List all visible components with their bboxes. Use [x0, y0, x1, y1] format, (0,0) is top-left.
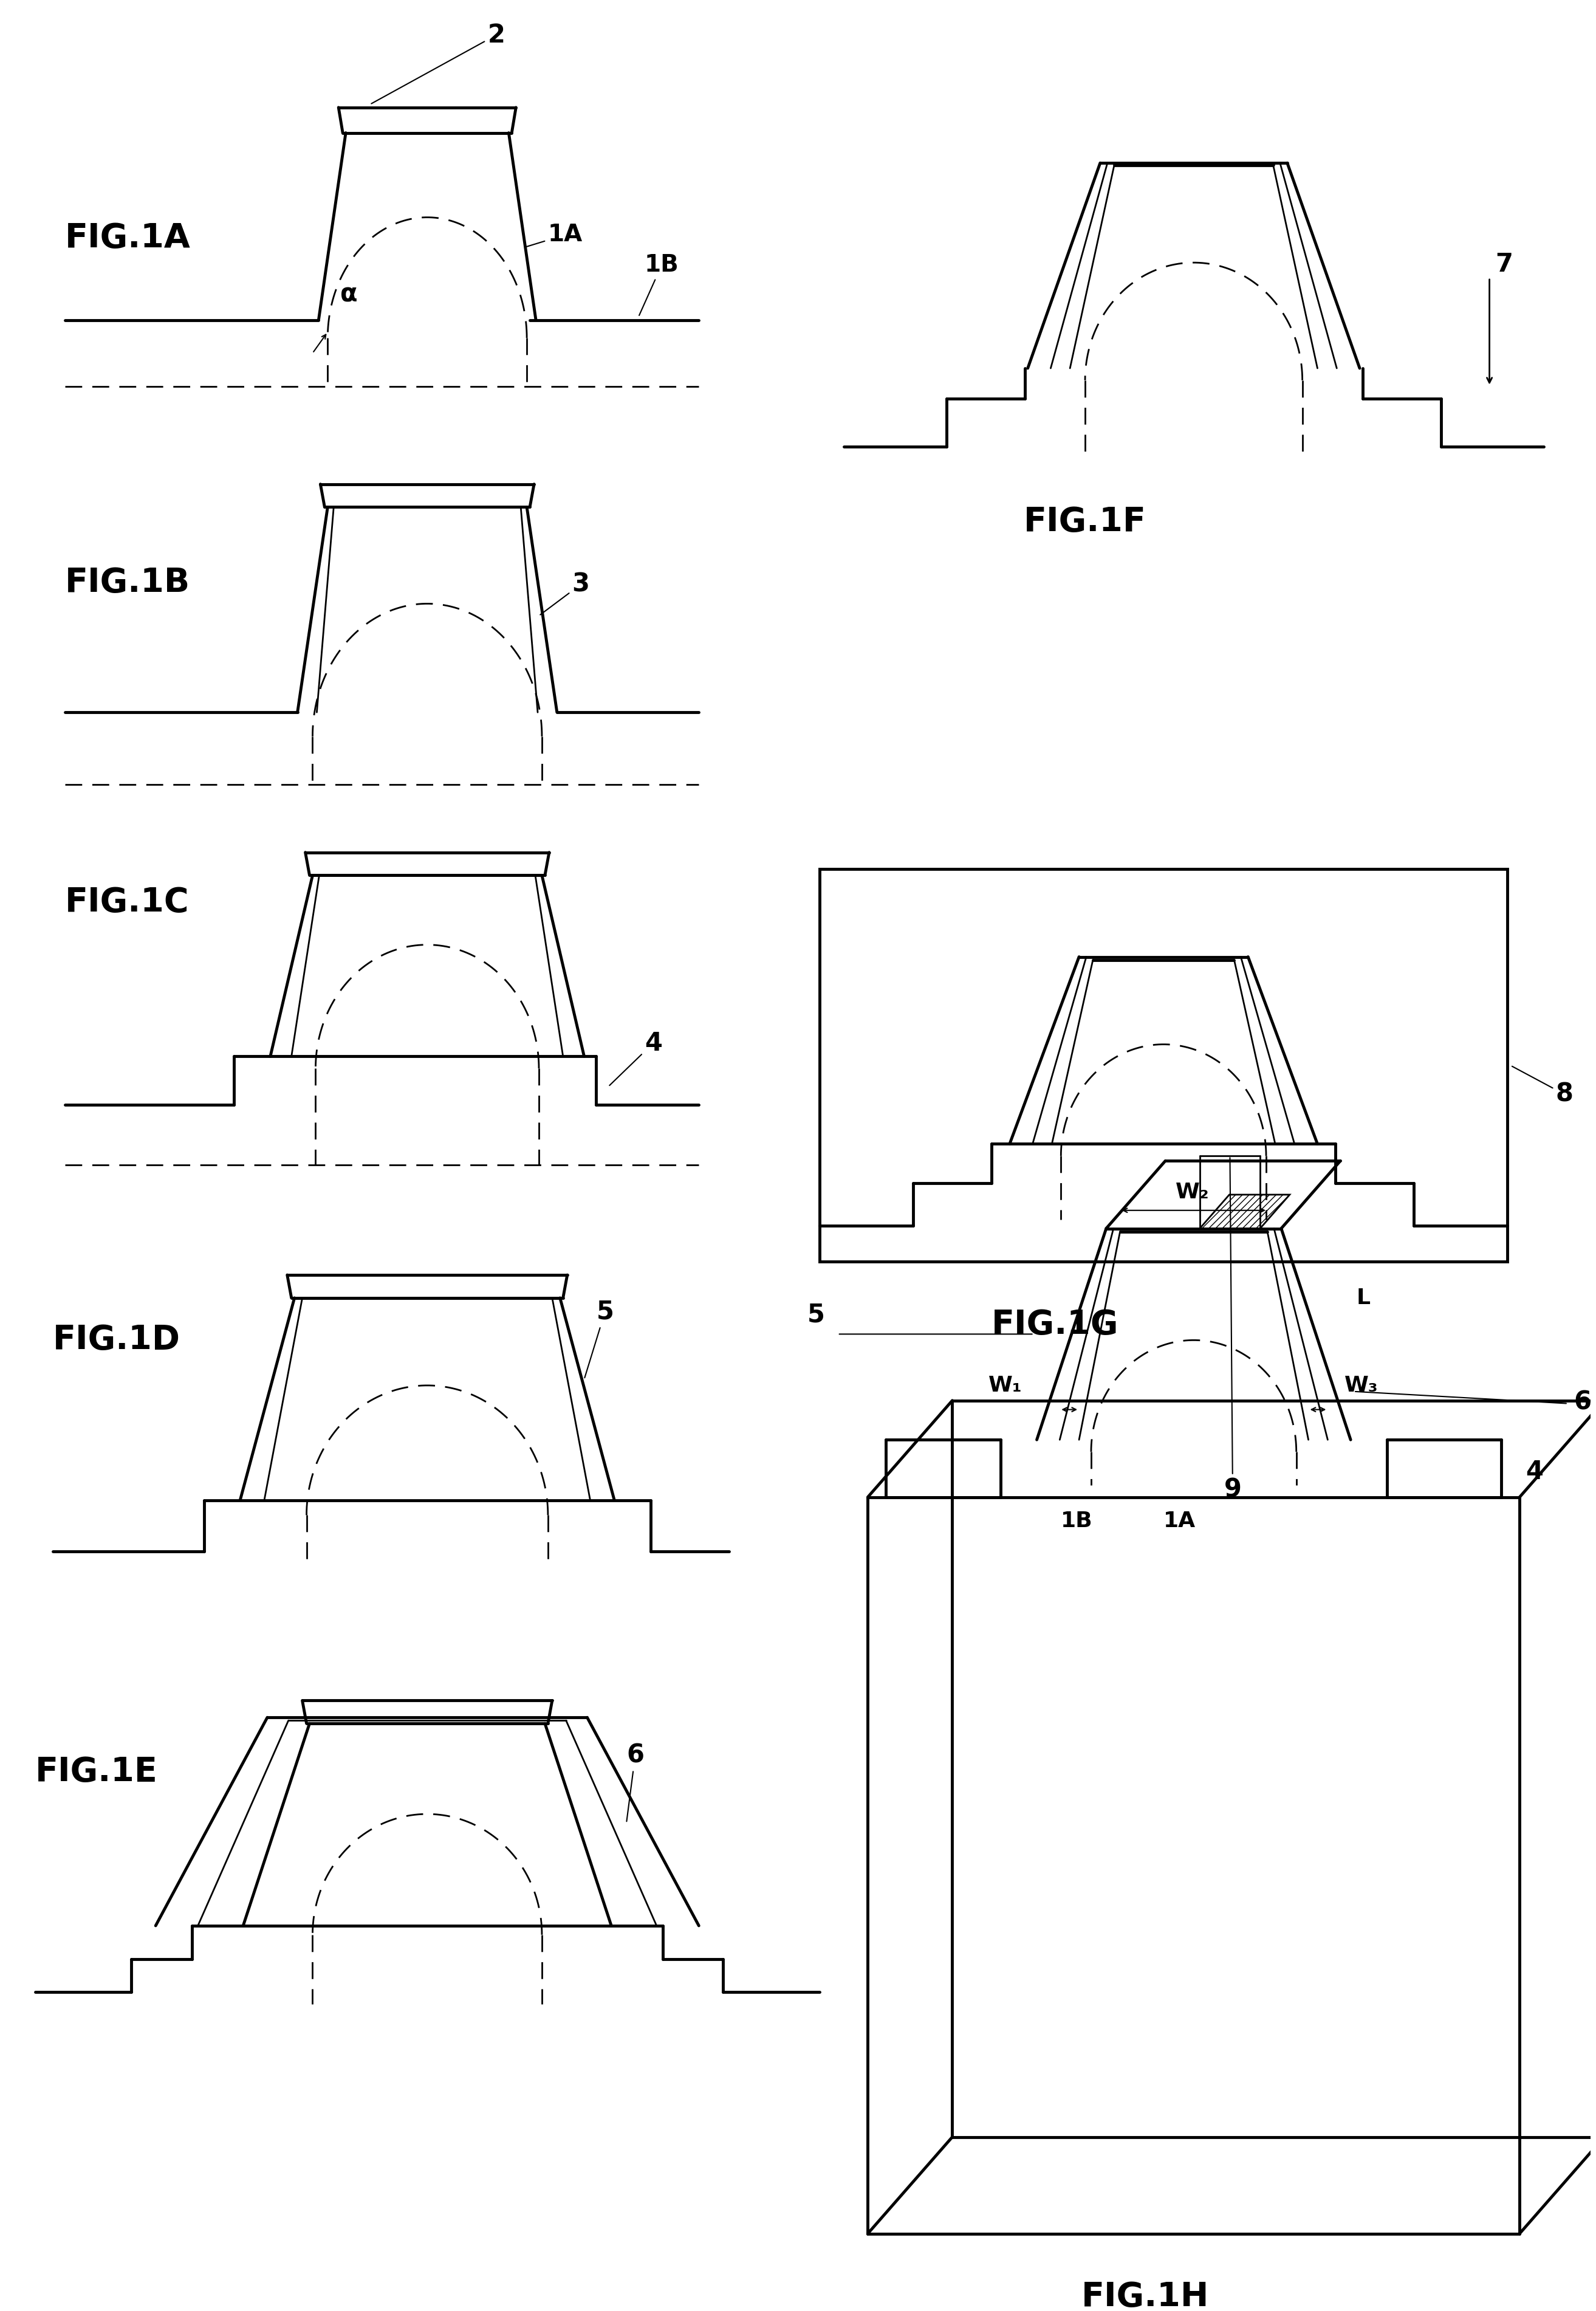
Text: W₃: W₃	[1344, 1375, 1379, 1396]
Text: 7: 7	[1495, 252, 1513, 277]
Text: FIG.1G: FIG.1G	[991, 1308, 1119, 1340]
Text: W₂: W₂	[1176, 1181, 1210, 1202]
Text: 8: 8	[1511, 1065, 1574, 1107]
Text: FIG.1D: FIG.1D	[53, 1324, 180, 1357]
Text: 4: 4	[610, 1031, 662, 1086]
Text: FIG.1H: FIG.1H	[1082, 2281, 1210, 2311]
Text: α: α	[340, 282, 358, 307]
Text: FIG.1B: FIG.1B	[65, 566, 190, 599]
Text: 6: 6	[1574, 1389, 1591, 1414]
Text: 1A: 1A	[525, 224, 583, 247]
Text: 9: 9	[1224, 1158, 1242, 1502]
Text: FIG.1A: FIG.1A	[65, 222, 192, 254]
Text: 5: 5	[808, 1301, 825, 1327]
Text: 1A: 1A	[1163, 1511, 1195, 1532]
Bar	[819, 869, 1508, 1262]
Text: 1B: 1B	[1061, 1511, 1093, 1532]
Text: 3: 3	[539, 571, 589, 615]
Text: FIG.1C: FIG.1C	[65, 885, 190, 920]
Text: 6: 6	[626, 1742, 645, 1821]
Polygon shape	[1200, 1195, 1290, 1229]
Text: FIG.1E: FIG.1E	[35, 1756, 158, 1789]
Text: 4: 4	[1526, 1458, 1543, 1484]
Text: W₁: W₁	[988, 1375, 1023, 1396]
Text: 5: 5	[584, 1299, 614, 1377]
Text: L: L	[1357, 1287, 1371, 1308]
Text: 1B: 1B	[638, 254, 678, 314]
Text: 2: 2	[372, 23, 504, 104]
Text: FIG.1F: FIG.1F	[1023, 506, 1146, 538]
